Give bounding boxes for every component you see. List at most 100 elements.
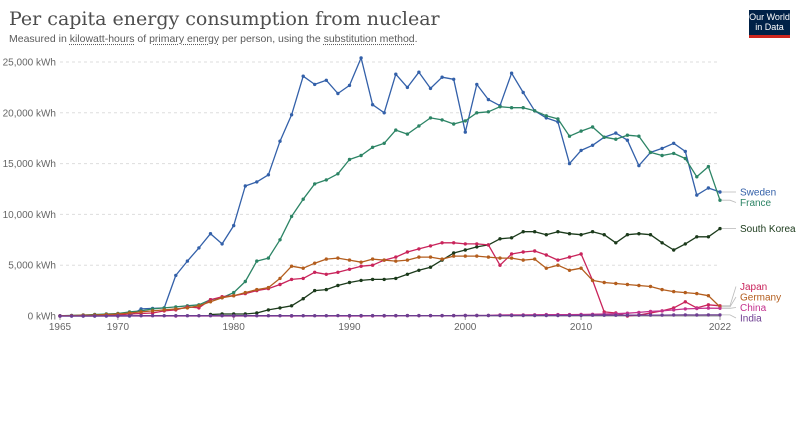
data-point bbox=[313, 314, 317, 318]
data-point bbox=[521, 250, 525, 254]
series-label-germany: Germany bbox=[740, 293, 781, 304]
data-point bbox=[370, 145, 375, 149]
data-point bbox=[683, 313, 687, 317]
subtitle-text: . bbox=[414, 33, 418, 45]
data-point bbox=[232, 290, 236, 295]
data-point bbox=[556, 258, 560, 262]
data-point bbox=[614, 281, 618, 286]
chart-subtitle: Measured in kilowatt-hours of primary en… bbox=[9, 33, 418, 45]
data-point bbox=[498, 313, 502, 318]
data-point bbox=[440, 118, 444, 122]
data-point bbox=[93, 314, 97, 318]
data-point bbox=[382, 111, 386, 115]
data-point bbox=[301, 297, 305, 301]
data-point bbox=[718, 306, 722, 310]
data-point bbox=[556, 313, 560, 318]
data-point bbox=[648, 284, 653, 289]
data-point bbox=[405, 132, 410, 136]
data-point bbox=[255, 287, 259, 292]
x-tick-label: 2010 bbox=[570, 322, 593, 333]
data-point bbox=[637, 310, 641, 315]
data-point bbox=[58, 314, 62, 318]
data-point bbox=[313, 270, 317, 274]
data-point bbox=[567, 255, 572, 259]
data-point bbox=[475, 242, 479, 246]
chart-title: Per capita energy consumption from nucle… bbox=[9, 8, 440, 30]
data-point bbox=[243, 314, 247, 318]
substitution-method-link[interactable]: substitution method bbox=[323, 33, 415, 45]
data-point bbox=[417, 124, 421, 128]
data-point bbox=[637, 134, 641, 138]
data-point bbox=[579, 233, 583, 237]
data-point bbox=[683, 300, 687, 304]
data-point bbox=[544, 114, 548, 118]
data-point bbox=[220, 314, 224, 318]
data-point bbox=[301, 314, 305, 318]
x-tick-label: 1965 bbox=[49, 322, 72, 333]
data-point bbox=[567, 134, 572, 138]
data-point bbox=[440, 313, 444, 318]
data-point bbox=[648, 150, 653, 155]
data-point bbox=[533, 257, 537, 261]
data-point bbox=[509, 252, 514, 256]
data-point bbox=[394, 313, 398, 318]
series-line-india bbox=[60, 314, 720, 317]
data-point bbox=[347, 83, 352, 88]
data-point bbox=[486, 255, 491, 259]
data-point bbox=[672, 308, 676, 312]
data-point bbox=[567, 161, 572, 166]
data-point bbox=[289, 277, 294, 282]
data-point bbox=[556, 117, 560, 121]
data-point bbox=[266, 285, 271, 290]
data-point bbox=[463, 130, 467, 134]
data-point bbox=[440, 75, 444, 79]
data-point bbox=[208, 232, 213, 236]
data-point bbox=[452, 254, 456, 258]
y-tick-label: 20,000 kWh bbox=[3, 108, 56, 119]
data-point bbox=[486, 110, 491, 114]
y-tick-label: 0 kWh bbox=[28, 312, 56, 323]
data-point bbox=[614, 131, 618, 135]
data-point bbox=[625, 133, 630, 137]
kilowatt-hours-link[interactable]: kilowatt-hours bbox=[69, 33, 135, 45]
data-point bbox=[255, 259, 259, 263]
label-connector bbox=[722, 296, 737, 308]
data-point bbox=[347, 267, 352, 271]
primary-energy-link[interactable]: primary energy bbox=[149, 33, 220, 45]
logo-line-1: Our World bbox=[749, 12, 790, 22]
data-point bbox=[313, 182, 317, 186]
data-point bbox=[706, 235, 711, 239]
data-point bbox=[521, 106, 525, 110]
data-point bbox=[127, 314, 132, 318]
data-point bbox=[104, 314, 109, 318]
series-label-south-korea: South Korea bbox=[740, 224, 796, 235]
data-point bbox=[278, 139, 282, 143]
data-point bbox=[394, 276, 398, 281]
data-point bbox=[452, 77, 456, 82]
data-point bbox=[579, 129, 583, 133]
data-point bbox=[625, 138, 630, 142]
data-point bbox=[718, 313, 722, 317]
data-point bbox=[417, 313, 421, 318]
data-point bbox=[208, 300, 213, 304]
data-point bbox=[324, 272, 328, 276]
data-point bbox=[706, 294, 711, 298]
data-point bbox=[463, 242, 467, 246]
data-point bbox=[162, 308, 166, 312]
data-point bbox=[359, 313, 363, 318]
data-point bbox=[127, 311, 132, 315]
data-point bbox=[614, 137, 618, 141]
y-tick-label: 10,000 kWh bbox=[3, 210, 56, 221]
label-connector bbox=[722, 199, 737, 203]
our-world-in-data-logo[interactable]: Our World in Data bbox=[749, 10, 790, 38]
data-point bbox=[463, 248, 467, 252]
logo-line-2: in Data bbox=[755, 22, 784, 32]
data-point bbox=[498, 263, 502, 267]
data-point bbox=[417, 255, 421, 259]
data-point bbox=[660, 309, 664, 313]
x-tick-label: 2022 bbox=[709, 322, 732, 333]
data-point bbox=[718, 190, 722, 194]
data-point bbox=[359, 260, 363, 264]
data-point bbox=[718, 198, 722, 202]
x-tick-label: 2000 bbox=[454, 322, 477, 333]
